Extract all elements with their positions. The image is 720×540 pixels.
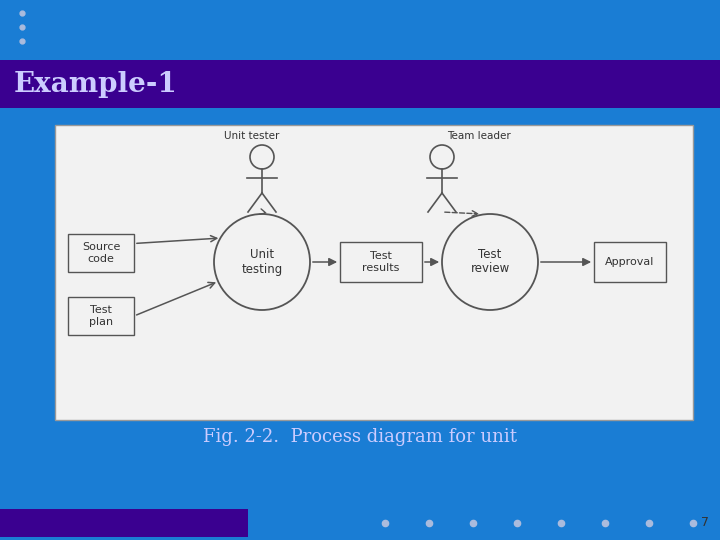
Text: results: results <box>362 263 400 273</box>
Bar <box>0 478 720 540</box>
Text: Approval: Approval <box>606 257 654 267</box>
Text: review: review <box>470 262 510 275</box>
Text: Unit tester: Unit tester <box>224 131 279 141</box>
Text: Unit: Unit <box>250 248 274 261</box>
Bar <box>340 242 422 282</box>
Text: Fig. 2-2.  Process diagram for unit: Fig. 2-2. Process diagram for unit <box>203 428 517 446</box>
Bar <box>0 60 720 108</box>
Text: Source: Source <box>82 242 120 252</box>
Text: plan: plan <box>89 317 113 327</box>
Bar <box>0 509 248 537</box>
Bar <box>594 242 666 282</box>
Text: code: code <box>88 254 114 264</box>
Bar <box>68 297 134 335</box>
Text: Team leader: Team leader <box>447 131 510 141</box>
Text: Example-1: Example-1 <box>14 71 178 98</box>
Bar <box>55 125 693 420</box>
Bar <box>68 234 134 272</box>
Text: Test: Test <box>370 251 392 261</box>
Text: testing: testing <box>241 262 283 275</box>
Text: Test: Test <box>90 305 112 315</box>
Bar <box>0 0 720 60</box>
Text: Test: Test <box>478 248 502 261</box>
Text: 7: 7 <box>701 516 709 530</box>
